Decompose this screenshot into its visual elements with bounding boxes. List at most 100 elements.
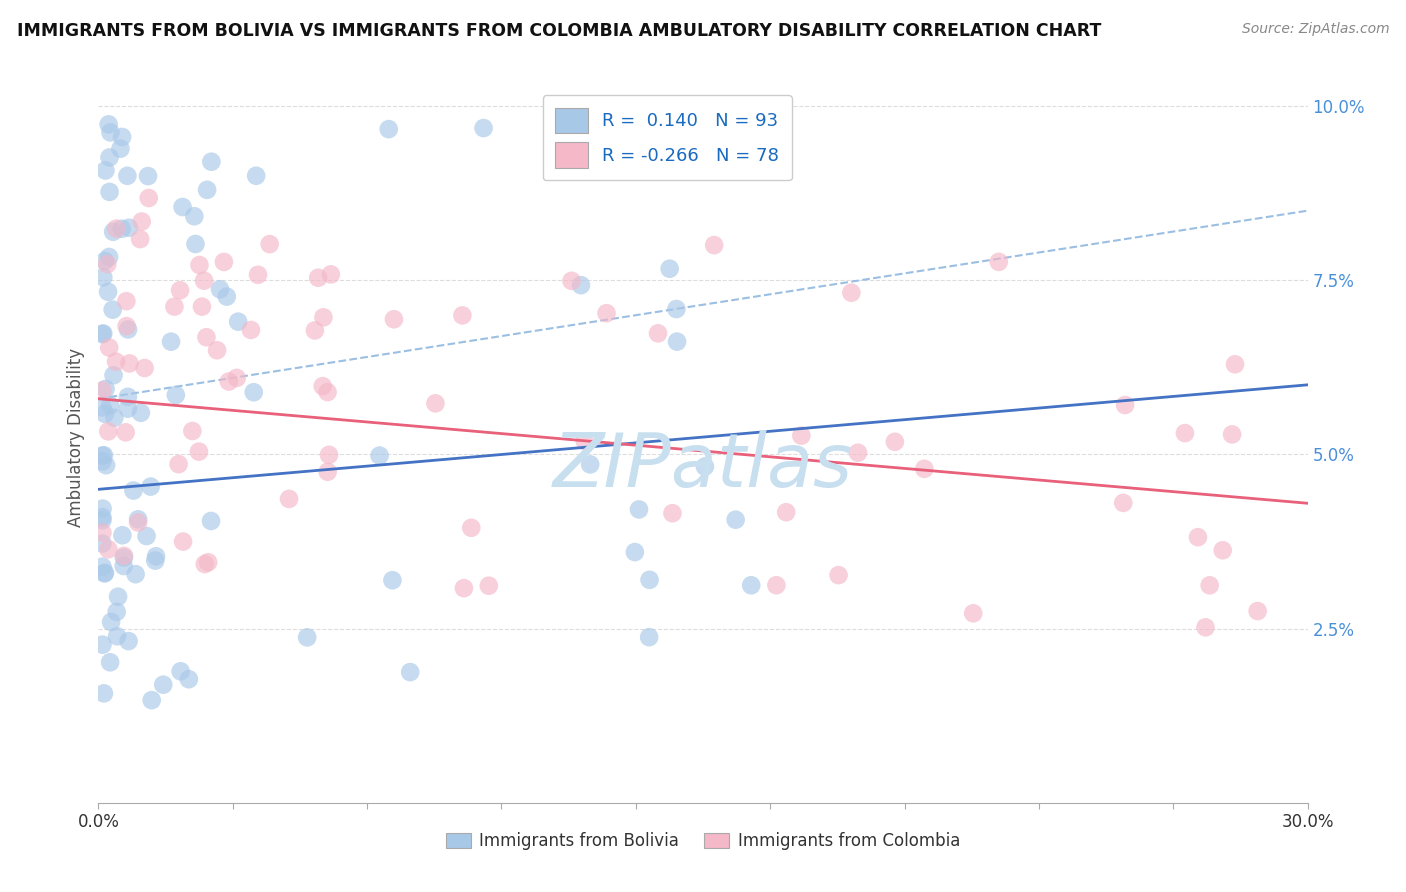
Point [1246, 604, 1268, 618]
Point [295, 631, 318, 645]
Point [574, 434, 596, 449]
Point [97, 117, 120, 131]
Point [91, 401, 114, 415]
Point [141, 693, 163, 707]
Point [94, 382, 117, 396]
Point [638, 573, 661, 587]
Point [98, 655, 121, 669]
Point [91, 559, 114, 574]
Point [165, 388, 187, 402]
Point [247, 268, 270, 282]
Point [304, 323, 326, 337]
Point [169, 283, 191, 297]
Point [100, 125, 122, 139]
Point [98, 399, 121, 413]
Point [987, 255, 1010, 269]
Point [883, 434, 905, 449]
Point [105, 221, 128, 235]
Point [96, 257, 118, 271]
Point [841, 285, 863, 300]
Point [665, 301, 688, 316]
Point [98, 150, 121, 164]
Point [117, 169, 139, 183]
Point [259, 237, 281, 252]
Point [91, 449, 114, 463]
Point [1198, 578, 1220, 592]
Point [242, 385, 264, 400]
Point [118, 356, 141, 370]
Point [703, 238, 725, 252]
Legend: Immigrants from Bolivia, Immigrants from Colombia: Immigrants from Bolivia, Immigrants from… [439, 825, 967, 856]
Point [101, 302, 124, 317]
Point [212, 255, 235, 269]
Point [451, 309, 474, 323]
Point [94, 163, 117, 178]
Point [127, 512, 149, 526]
Point [624, 545, 647, 559]
Point [97, 285, 120, 299]
Point [197, 555, 219, 569]
Point [425, 396, 447, 410]
Point [561, 274, 583, 288]
Point [188, 258, 211, 272]
Point [569, 278, 592, 293]
Point [134, 361, 156, 376]
Point [111, 130, 134, 145]
Point [181, 424, 204, 438]
Point [94, 566, 117, 580]
Point [97, 542, 120, 557]
Point [1223, 357, 1246, 371]
Point [187, 444, 209, 458]
Text: ZIPatlas: ZIPatlas [553, 430, 853, 502]
Point [101, 225, 124, 239]
Point [91, 638, 114, 652]
Point [118, 220, 141, 235]
Point [115, 319, 138, 334]
Point [183, 209, 205, 223]
Point [111, 528, 134, 542]
Point [127, 516, 149, 530]
Point [117, 634, 139, 648]
Point [129, 406, 152, 420]
Point [94, 254, 117, 268]
Point [368, 449, 391, 463]
Point [169, 665, 191, 679]
Point [595, 306, 617, 320]
Point [91, 270, 114, 285]
Point [94, 407, 117, 421]
Point [172, 200, 194, 214]
Text: IMMIGRANTS FROM BOLIVIA VS IMMIGRANTS FROM COLOMBIA AMBULATORY DISABILITY CORREL: IMMIGRANTS FROM BOLIVIA VS IMMIGRANTS FR… [17, 22, 1101, 40]
Point [103, 368, 125, 383]
Point [93, 686, 115, 700]
Point [105, 605, 128, 619]
Point [112, 559, 135, 574]
Point [205, 343, 228, 358]
Point [111, 221, 134, 235]
Point [790, 428, 813, 442]
Point [661, 506, 683, 520]
Point [693, 459, 716, 474]
Point [194, 557, 217, 571]
Point [139, 480, 162, 494]
Point [117, 401, 139, 416]
Point [647, 326, 669, 341]
Point [143, 554, 166, 568]
Point [135, 529, 157, 543]
Point [91, 501, 114, 516]
Point [91, 384, 114, 398]
Point [472, 121, 495, 136]
Point [100, 615, 122, 629]
Point [312, 310, 335, 325]
Point [1212, 543, 1234, 558]
Point [98, 341, 121, 355]
Point [225, 371, 247, 385]
Point [319, 268, 342, 282]
Point [177, 672, 200, 686]
Point [638, 630, 661, 644]
Point [245, 169, 267, 183]
Point [105, 355, 128, 369]
Point [91, 536, 114, 550]
Point [91, 510, 114, 524]
Point [167, 457, 190, 471]
Point [91, 454, 114, 468]
